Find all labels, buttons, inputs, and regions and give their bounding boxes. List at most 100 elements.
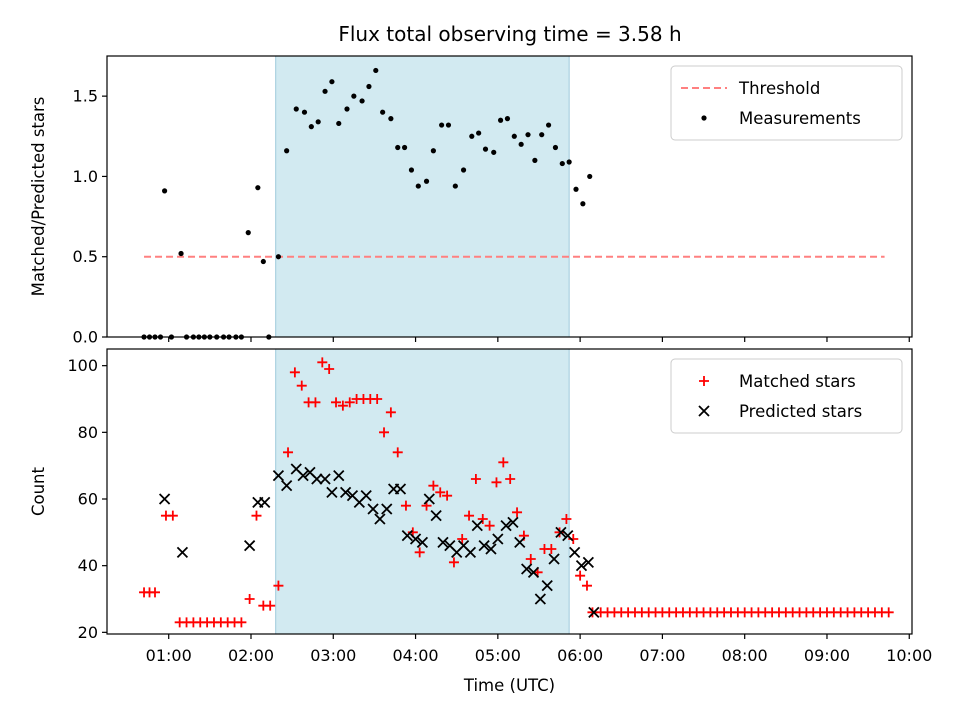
legend-label: Measurements	[739, 109, 861, 128]
y-tick-label: 20	[78, 623, 98, 642]
data-point	[552, 144, 559, 151]
y-tick-label: 80	[78, 423, 98, 442]
data-point	[359, 98, 365, 104]
data-point	[333, 470, 345, 482]
data-point	[161, 188, 168, 194]
legend-box	[670, 65, 903, 141]
data-point	[541, 580, 553, 592]
data-point	[284, 148, 290, 154]
data-point	[464, 510, 475, 521]
data-point	[470, 474, 481, 484]
data-point	[372, 394, 383, 404]
y-axis-label: Count	[29, 466, 48, 516]
data-point	[401, 144, 408, 151]
data-point	[176, 546, 189, 558]
legend: Matched stars Predicted stars	[670, 358, 903, 434]
data-point	[546, 544, 557, 554]
data-point	[243, 540, 256, 552]
data-point	[491, 149, 497, 155]
data-point	[471, 520, 483, 532]
data-point	[511, 133, 517, 139]
data-point	[525, 554, 536, 564]
data-point	[514, 536, 526, 548]
data-point	[301, 109, 308, 115]
data-point	[532, 157, 538, 163]
data-point	[337, 400, 348, 411]
data-point	[883, 607, 894, 618]
series-predicted-stars	[158, 463, 600, 618]
data-point	[360, 490, 372, 502]
data-point	[367, 503, 379, 515]
x-tick-label: 04:00	[393, 646, 439, 665]
data-point	[392, 447, 403, 458]
data-point	[336, 120, 342, 127]
data-point	[158, 493, 171, 505]
data-point	[245, 230, 251, 236]
data-point	[582, 556, 594, 568]
data-point	[149, 587, 160, 598]
data-point	[283, 447, 294, 458]
observing-interval	[275, 55, 570, 338]
data-point	[521, 563, 533, 575]
data-point	[317, 357, 328, 368]
data-point	[311, 473, 323, 485]
legend-marker	[701, 115, 707, 121]
x-tick-label: 05:00	[475, 646, 521, 665]
data-point	[394, 483, 407, 495]
axes-frame	[106, 348, 913, 635]
data-point	[379, 427, 390, 438]
data-point	[423, 178, 430, 184]
data-point	[507, 516, 519, 528]
legend-label: Predicted stars	[739, 402, 862, 421]
data-point	[272, 470, 285, 482]
data-point	[293, 106, 299, 112]
data-point	[430, 510, 442, 522]
data-point	[236, 617, 247, 628]
y-tick-label: 1.0	[73, 167, 98, 186]
data-point	[351, 93, 357, 99]
data-point	[439, 122, 445, 128]
data-point	[525, 132, 531, 138]
data-point	[251, 510, 262, 521]
data-point	[539, 132, 545, 138]
data-point	[329, 79, 335, 85]
data-point	[580, 201, 586, 207]
data-point	[566, 159, 572, 165]
data-point	[460, 167, 467, 173]
data-point	[477, 514, 488, 524]
series-measurements	[141, 67, 593, 340]
x-axis-label: Time (UTC)	[463, 676, 555, 695]
top-panel: 0.0 0.5 1.0 1.5 Matched/Predicted stars Thres…	[29, 55, 913, 347]
data-point	[339, 486, 352, 498]
data-point	[548, 553, 560, 565]
data-point	[588, 606, 600, 618]
data-point	[289, 367, 300, 378]
data-point	[504, 116, 511, 122]
x-tick-label: 10:00	[886, 646, 932, 665]
figure-title: Flux total observing time = 3.58 h	[338, 22, 681, 46]
data-point	[518, 141, 524, 147]
data-point	[561, 514, 572, 524]
data-point	[498, 457, 509, 468]
data-point	[492, 533, 504, 545]
data-point	[559, 160, 565, 167]
x-tick-label: 06:00	[557, 646, 603, 665]
legend: Threshold Measurements	[670, 65, 903, 141]
data-point	[310, 397, 321, 408]
x-tick-label: 08:00	[722, 646, 768, 665]
data-point	[428, 480, 439, 491]
data-point	[555, 526, 567, 538]
data-point	[505, 474, 516, 484]
data-point	[435, 487, 446, 498]
data-point	[408, 167, 415, 173]
data-point	[482, 146, 489, 152]
data-point	[296, 380, 307, 391]
data-point	[414, 547, 425, 558]
data-point	[581, 580, 592, 591]
data-point	[452, 183, 458, 189]
data-point	[545, 122, 552, 128]
data-point	[423, 493, 435, 505]
data-point	[445, 122, 452, 128]
data-point	[554, 527, 565, 538]
observing-interval	[275, 348, 570, 635]
